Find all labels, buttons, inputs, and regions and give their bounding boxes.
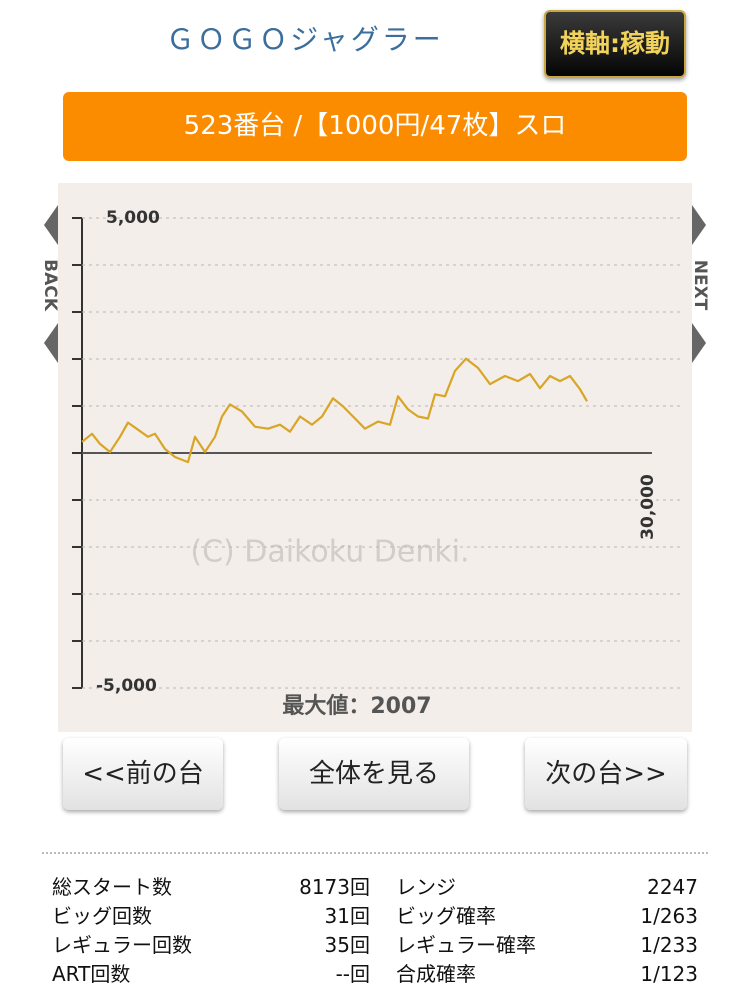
- y-tick-label: -5,000: [96, 676, 157, 696]
- prev-button[interactable]: <<前の台: [63, 738, 223, 810]
- stat-value: 2247: [647, 875, 698, 899]
- stat-value: 1/123: [640, 962, 698, 986]
- stat-value: 31回: [324, 904, 370, 928]
- stat-value: --回: [335, 962, 370, 986]
- next-arrow: [692, 205, 706, 245]
- back-arrow: [44, 323, 58, 363]
- axis-toggle-button[interactable]: 横軸:稼動: [544, 10, 686, 78]
- stat-value: 1/233: [640, 933, 698, 957]
- stat-value: 1/263: [640, 904, 698, 928]
- chart: (C) Daikoku Denki. 最大値：2007 5,000 -5,000 3…: [58, 183, 692, 732]
- x-tick-label: 30,000: [638, 474, 658, 540]
- next-button[interactable]: 次の台>>: [525, 738, 687, 810]
- separator: [42, 852, 708, 854]
- y-tick-label: 5,000: [106, 208, 160, 228]
- stat-label: レギュラー確率: [396, 933, 536, 957]
- stat-label: 合成確率: [396, 962, 476, 986]
- stat-label: レンジ: [396, 875, 456, 899]
- page-title: ＧＯＧＯジャグラー: [166, 23, 444, 56]
- stat-value: 8173回: [299, 875, 370, 899]
- next-arrow: [692, 323, 706, 363]
- max-annotation: 最大値：2007: [282, 694, 431, 719]
- stat-value: 35回: [324, 933, 370, 957]
- data-line: [81, 357, 588, 464]
- stat-label: レギュラー回数: [52, 933, 192, 957]
- back-control[interactable]: BACK: [38, 205, 62, 365]
- stat-label: 総スタート数: [52, 875, 172, 899]
- machine-banner: 523番台 /【1000円/47枚】スロ: [63, 92, 687, 161]
- next-control[interactable]: NEXT: [688, 205, 712, 365]
- stat-label: ART回数: [52, 962, 131, 986]
- stat-label: ビッグ確率: [396, 904, 496, 928]
- next-label: NEXT: [690, 260, 710, 311]
- back-arrow: [44, 205, 58, 245]
- all-button[interactable]: 全体を見る: [279, 738, 469, 810]
- watermark: (C) Daikoku Denki.: [190, 535, 469, 570]
- back-label: BACK: [40, 259, 60, 312]
- stat-label: ビッグ回数: [52, 904, 152, 928]
